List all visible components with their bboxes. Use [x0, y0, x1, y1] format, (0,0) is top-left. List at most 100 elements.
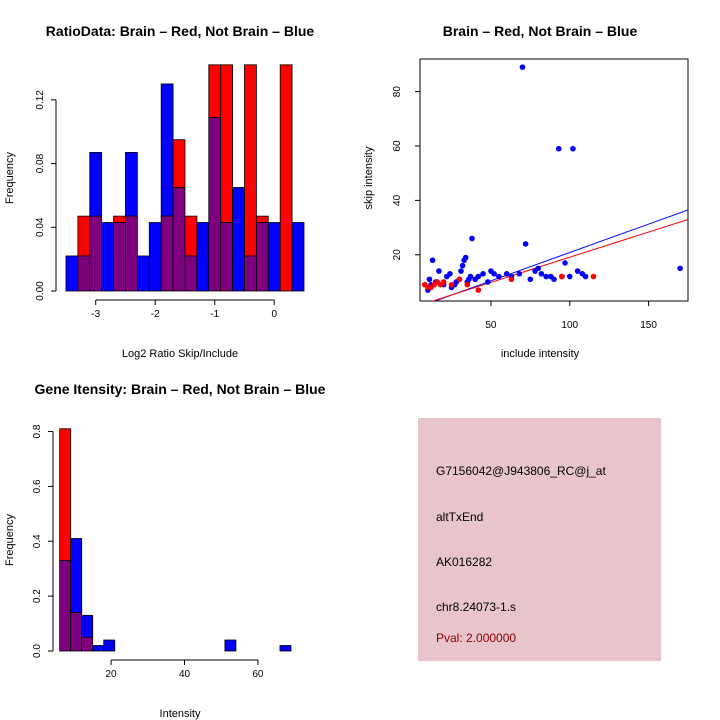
- ratio-bar-red-1: [77, 215, 91, 257]
- scatter-point-blue-39: [551, 276, 557, 283]
- ratio-bar-blue-2: [89, 152, 103, 217]
- scatter-point-blue-22: [475, 273, 482, 280]
- scatter-point-blue-24: [484, 279, 491, 285]
- gene-y-tick-label-2: 0.4: [32, 534, 43, 548]
- gene-intensity-panel: Gene Itensity: Brain – Red, Not Brain – …: [4, 381, 326, 720]
- gene-intensity-ylabel: Frequency: [4, 514, 16, 566]
- location-text: chr8.24073-1.s: [436, 600, 517, 614]
- gene-bar-overlap-1: [70, 612, 83, 652]
- gene-bar-blue-1: [70, 538, 83, 613]
- ratio-x-tick-label-3: 0: [271, 309, 277, 320]
- ratio-bar-red-9: [172, 139, 186, 188]
- intensity-scatter-panel: Brain – Red, Not Brain – Blue include in…: [363, 23, 689, 360]
- scatter-point-blue-30: [516, 271, 523, 277]
- scatter-point-red-12: [559, 273, 565, 280]
- scatter-point-blue-43: [566, 273, 573, 280]
- ratio-bar-red-18: [279, 64, 293, 292]
- ratio-x-tick-label-0: -3: [91, 309, 100, 320]
- ratio-bar-overlap-13: [220, 222, 233, 292]
- ratio-histogram-xlabel: Log2 Ratio Skip/Include: [122, 348, 238, 360]
- scatter-y-tick-label-2: 60: [392, 140, 403, 152]
- ratio-x-tick-label-1: -2: [151, 309, 160, 320]
- scatter-point-blue-48: [677, 265, 683, 272]
- ratio-bar-blue-8: [160, 83, 174, 217]
- gene-bar-overlap-0: [59, 560, 72, 652]
- ratio-bar-overlap-4: [113, 222, 126, 292]
- scatter-point-blue-27: [496, 273, 502, 280]
- scatter-point-blue-47: [582, 273, 589, 280]
- scatter-point-blue-44: [570, 145, 576, 152]
- scatter-point-red-9: [464, 281, 471, 288]
- scatter-point-blue-45: [574, 268, 581, 274]
- scatter-point-red-10: [475, 287, 482, 293]
- ratio-bar-blue-7: [148, 222, 162, 292]
- ratio-bar-overlap-8: [160, 215, 174, 292]
- accession-text: AK016282: [436, 555, 493, 569]
- scatter-y-tick-label-0: 20: [392, 249, 403, 261]
- scatter-point-blue-33: [527, 276, 534, 283]
- ratio-histogram-bars: [65, 64, 305, 292]
- ratio-bar-overlap-9: [172, 187, 186, 292]
- scatter-point-blue-23: [480, 271, 486, 277]
- ratio-bar-red-16: [255, 215, 269, 223]
- ratio-bar-blue-6: [136, 255, 150, 292]
- scatter-point-blue-3: [429, 257, 436, 264]
- scatter-x-tick-label-0: 50: [485, 320, 497, 331]
- ratio-bar-blue-3: [101, 222, 114, 292]
- ratio-y-tick-label-2: 0.08: [35, 153, 46, 173]
- ratio-bar-red-15: [244, 64, 257, 257]
- ratio-y-tick-label-1: 0.04: [35, 217, 46, 237]
- ratio-histogram-ylabel: Frequency: [4, 152, 16, 204]
- scatter-y-tick-label-1: 40: [392, 194, 403, 206]
- ratio-bar-overlap-16: [255, 222, 269, 292]
- scatter-inner: [421, 64, 688, 301]
- gene-y-tick-label-1: 0.2: [32, 589, 43, 603]
- ratio-y-tick-label-0: 0.00: [35, 281, 46, 301]
- scatter-point-blue-19: [467, 273, 474, 280]
- scatter-point-blue-20: [469, 235, 475, 242]
- gene-intensity-bars: [59, 428, 292, 652]
- ratio-x-tick-label-2: -1: [210, 309, 219, 320]
- gene-y-tick-label-0: 0.0: [32, 644, 43, 658]
- ratio-bar-overlap-2: [89, 215, 103, 292]
- ratio-histogram-title: RatioData: Brain – Red, Not Brain – Blue: [46, 23, 315, 39]
- ratio-bar-blue-0: [65, 255, 79, 292]
- scatter-point-blue-14: [459, 262, 466, 269]
- ratio-bar-red-10: [184, 215, 198, 257]
- scatter-x-tick-label-2: 150: [640, 320, 657, 331]
- scatter-point-blue-5: [436, 268, 442, 274]
- ratio-bar-blue-19: [291, 222, 305, 292]
- scatter-point-blue-28: [503, 271, 510, 277]
- scatter-point-blue-37: [543, 273, 549, 280]
- scatter-point-red-6: [440, 279, 447, 285]
- gene-bar-blue-15: [224, 639, 237, 652]
- ratio-y-tick-label-3: 0.12: [35, 90, 46, 110]
- ratio-bar-blue-14: [232, 187, 245, 292]
- scatter-point-blue-26: [491, 271, 497, 277]
- scatter-point-blue-13: [458, 268, 464, 274]
- gene-x-tick-label-2: 60: [252, 669, 264, 680]
- gene-bar-overlap-2: [81, 636, 94, 652]
- event-type-text: altTxEnd: [436, 510, 484, 524]
- scatter-ylabel: skip intensity: [363, 146, 375, 209]
- ratio-bar-red-4: [113, 215, 126, 223]
- scatter-point-blue-32: [522, 241, 529, 247]
- gene-intensity-xlabel: Intensity: [160, 708, 201, 720]
- ratio-bar-blue-5: [125, 152, 138, 217]
- gene-bar-blue-2: [81, 614, 94, 638]
- gene-y-tick-label-4: 0.8: [32, 424, 43, 438]
- scatter-point-red-8: [456, 276, 463, 283]
- ratio-bar-overlap-5: [125, 215, 138, 292]
- scatter-fit-line-red: [431, 218, 688, 301]
- ratio-histogram-axes: -3 -2 -1 0 0.00 0.04 0.08 0.12: [35, 90, 277, 320]
- gene-bar-blue-4: [103, 639, 116, 652]
- ratio-bar-overlap-10: [184, 255, 198, 292]
- ratio-bar-red-13: [220, 64, 233, 223]
- scatter-point-red-13: [590, 273, 597, 280]
- scatter-point-red-7: [448, 281, 455, 288]
- scatter-point-blue-16: [462, 254, 469, 261]
- scatter-y-tick-label-3: 80: [392, 86, 403, 98]
- scatter-point-red-11: [508, 276, 515, 283]
- gene-bar-red-0: [59, 428, 72, 561]
